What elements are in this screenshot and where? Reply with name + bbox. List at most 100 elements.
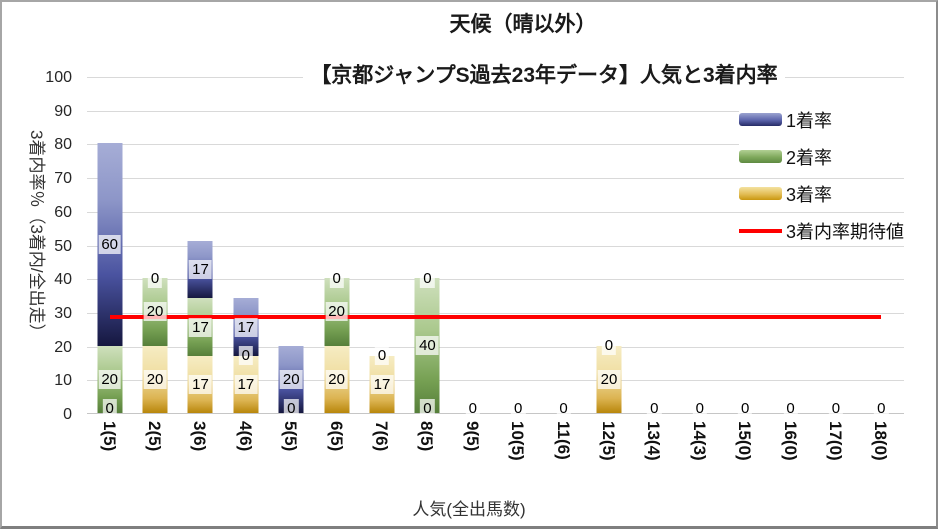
chart-title: 天候（晴以外） bbox=[449, 13, 597, 36]
x-tick-label: 7(6) bbox=[372, 421, 392, 452]
data-label: 0 bbox=[329, 268, 344, 288]
category-column: 0 18(0) bbox=[859, 77, 904, 461]
data-label: 17 bbox=[370, 374, 394, 394]
data-label: 17 bbox=[189, 317, 212, 337]
x-tick-label: 18(0) bbox=[871, 421, 891, 461]
category-column: 0 14(3) bbox=[677, 77, 722, 461]
data-label: 20 bbox=[279, 369, 303, 389]
category-column: 0 16(0) bbox=[768, 77, 813, 461]
y-tick-label: 10 bbox=[54, 372, 72, 390]
data-label: 0 bbox=[420, 268, 435, 288]
category-column: 20 0 5(5) bbox=[269, 77, 314, 451]
category-column: 0 10(5) bbox=[496, 77, 541, 461]
x-tick-label: 11(6) bbox=[553, 421, 573, 460]
category-column: 0 17(0) bbox=[813, 77, 858, 461]
gridline bbox=[87, 312, 904, 314]
legend-color-swatch-icon bbox=[739, 187, 782, 200]
data-label: 0 bbox=[737, 399, 753, 418]
category-column: 0 9(5) bbox=[450, 77, 495, 451]
x-tick-label: 6(5) bbox=[326, 421, 346, 452]
y-tick-label: 60 bbox=[54, 203, 72, 221]
category-column: 60 20 0 1(5) bbox=[87, 77, 132, 451]
x-tick-label: 1(5) bbox=[99, 421, 119, 452]
data-label: 20 bbox=[325, 369, 348, 389]
data-label: 0 bbox=[874, 399, 889, 418]
data-label: 20 bbox=[98, 369, 122, 389]
x-axis-title: 人気(全出馬数) bbox=[412, 500, 526, 519]
data-label: 0 bbox=[374, 346, 390, 366]
gridline bbox=[87, 178, 904, 180]
y-tick-label: 0 bbox=[63, 406, 72, 423]
gridline bbox=[87, 245, 904, 247]
reference-line bbox=[109, 314, 882, 319]
y-tick-label: 100 bbox=[45, 69, 72, 86]
legend-line-icon bbox=[739, 228, 782, 233]
category-column: 0 17 7(6) bbox=[359, 77, 404, 451]
gridline bbox=[87, 211, 904, 213]
category-column: 0 11(6) bbox=[541, 77, 586, 460]
x-tick-label: 3(6) bbox=[190, 421, 210, 452]
gridline bbox=[87, 279, 904, 281]
x-tick-label: 10(5) bbox=[508, 421, 528, 461]
y-tick-label: 40 bbox=[54, 271, 72, 289]
data-label: 0 bbox=[147, 268, 163, 288]
stacked-bar bbox=[324, 278, 350, 413]
x-tick-label: 14(3) bbox=[689, 421, 709, 461]
x-tick-label: 8(5) bbox=[417, 421, 437, 452]
data-label: 0 bbox=[465, 399, 480, 418]
stacked-bar bbox=[142, 278, 168, 413]
y-tick-label: 30 bbox=[54, 304, 72, 322]
x-tick-label: 17(0) bbox=[825, 421, 845, 461]
x-tick-label: 13(4) bbox=[644, 421, 664, 461]
legend: 1着率 2着率 3着率 3着内率期待値 bbox=[739, 106, 909, 254]
legend-item-gold: 3着率 bbox=[739, 180, 909, 207]
category-column: 0 20 12(5) bbox=[586, 77, 631, 461]
legend-item-red-line: 3着内率期待値 bbox=[739, 217, 909, 244]
category-column: 17 17 17 3(6) bbox=[178, 77, 223, 451]
x-tick-label: 12(5) bbox=[598, 421, 618, 461]
gridline bbox=[87, 380, 904, 382]
legend-item-label: 2着率 bbox=[786, 147, 833, 168]
y-tick-label: 50 bbox=[54, 237, 72, 255]
category-column: 0 20 20 6(5) bbox=[314, 77, 359, 451]
data-label: 0 bbox=[102, 399, 117, 418]
data-label: 17 bbox=[189, 260, 212, 280]
data-label: 0 bbox=[511, 399, 526, 418]
data-label: 0 bbox=[647, 399, 662, 418]
data-label: 20 bbox=[597, 369, 621, 389]
gridline bbox=[87, 346, 904, 348]
legend-item-blue: 1着率 bbox=[739, 106, 909, 133]
data-label: 0 bbox=[238, 346, 254, 366]
data-label: 17 bbox=[189, 374, 212, 394]
x-tick-label: 16(0) bbox=[780, 421, 800, 461]
category-column: 17 0 17 4(6) bbox=[223, 77, 268, 451]
data-label: 17 bbox=[234, 317, 258, 337]
data-label: 17 bbox=[234, 374, 258, 394]
category-column: 0 13(4) bbox=[632, 77, 677, 461]
data-label: 0 bbox=[692, 399, 707, 418]
x-tick-label: 2(5) bbox=[145, 421, 165, 452]
data-label: 20 bbox=[325, 302, 348, 322]
x-tick-label: 4(6) bbox=[235, 421, 255, 452]
data-label: 40 bbox=[416, 336, 439, 356]
category-column: 0 20 20 2(5) bbox=[132, 77, 177, 451]
x-tick-label: 15(0) bbox=[735, 421, 755, 461]
data-label: 0 bbox=[284, 399, 299, 418]
data-label: 0 bbox=[601, 336, 617, 356]
legend-color-swatch-icon bbox=[739, 113, 782, 126]
x-tick-label: 9(5) bbox=[462, 421, 482, 452]
category-column: 0 40 0 8(5) bbox=[405, 77, 450, 451]
legend-item-label: 1着率 bbox=[786, 110, 833, 131]
y-tick-label: 80 bbox=[54, 136, 72, 154]
data-label: 0 bbox=[783, 399, 798, 418]
y-tick-label: 70 bbox=[54, 170, 72, 188]
data-label: 0 bbox=[828, 399, 844, 418]
legend-item-label: 3着率 bbox=[786, 184, 833, 205]
data-label: 20 bbox=[143, 302, 167, 322]
gridline bbox=[87, 110, 904, 112]
data-label: 60 bbox=[98, 235, 122, 254]
data-label: 0 bbox=[556, 399, 571, 418]
legend-color-swatch-icon bbox=[739, 150, 782, 163]
gridline bbox=[87, 144, 904, 146]
